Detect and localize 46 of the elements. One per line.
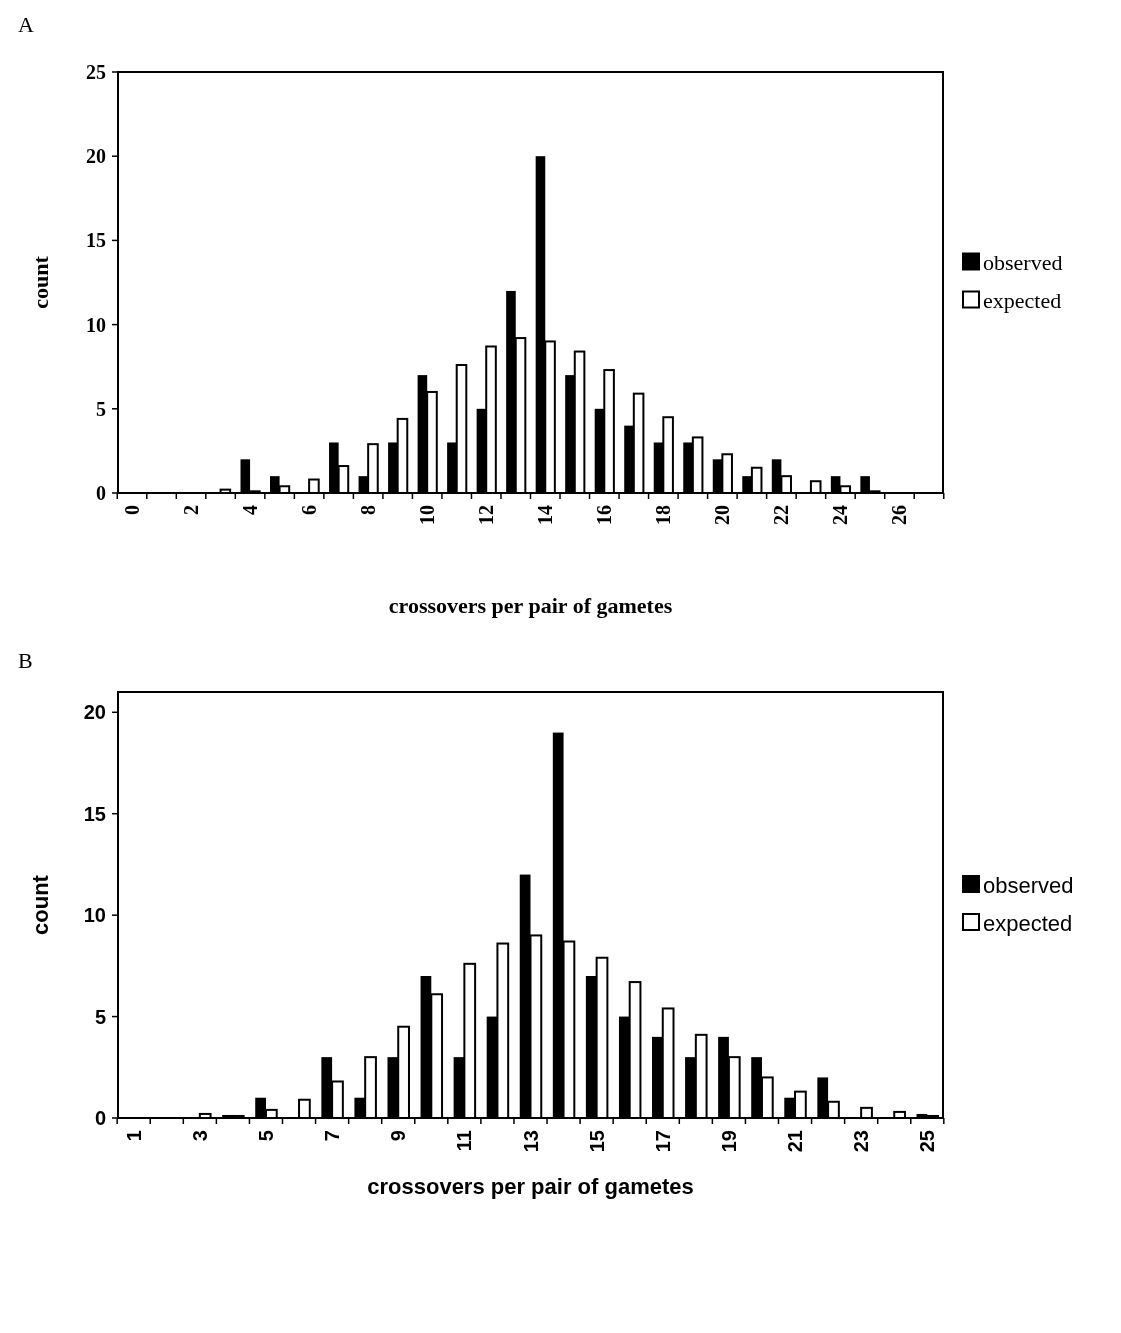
x-tick-label: 25	[916, 1130, 939, 1153]
y-tick-label: 15	[83, 802, 106, 825]
legend-label: observed	[983, 872, 1074, 898]
x-tick-label: 23	[850, 1130, 873, 1153]
legend-label: observed	[983, 250, 1063, 276]
x-tick-label: 17	[651, 1130, 674, 1153]
x-tick-label: 21	[784, 1130, 807, 1153]
y-tick-label: 10	[86, 313, 106, 336]
x-tick-label: 16	[593, 505, 616, 525]
y-tick-label: 5	[96, 397, 106, 420]
x-axis-title: crossovers per pair of gametes	[367, 1174, 694, 1199]
x-tick-label: 11	[453, 1130, 476, 1152]
x-tick-label: 10	[416, 505, 439, 525]
y-tick-label: 5	[94, 1005, 106, 1028]
x-tick-label: 5	[254, 1130, 277, 1142]
x-tick-label: 7	[321, 1130, 344, 1142]
x-tick-label: 3	[188, 1130, 211, 1142]
x-tick-label: 2	[180, 505, 203, 515]
y-tick-label: 15	[86, 229, 106, 252]
x-tick-label: 26	[888, 505, 911, 525]
x-tick-label: 20	[711, 505, 734, 525]
x-tick-label: 24	[829, 505, 852, 525]
x-tick-label: 0	[121, 505, 144, 515]
chart-title: B	[18, 648, 33, 673]
legend-label: expected	[983, 288, 1062, 314]
x-tick-label: 8	[357, 505, 380, 515]
x-tick-label: 1	[122, 1130, 145, 1142]
x-tick-label: 4	[239, 505, 262, 515]
y-tick-label: 20	[86, 145, 106, 168]
x-tick-label: 6	[298, 505, 321, 515]
x-tick-label: 9	[387, 1130, 410, 1142]
y-tick-label: 20	[83, 701, 106, 724]
x-tick-label: 13	[519, 1130, 542, 1153]
y-axis-title: count	[28, 255, 53, 309]
x-tick-label: 22	[770, 505, 793, 525]
x-tick-label: 19	[717, 1130, 740, 1153]
x-axis-title: crossovers per pair of gametes	[388, 593, 673, 618]
y-axis-title: count	[28, 874, 53, 935]
x-tick-label: 14	[534, 505, 557, 525]
y-tick-label: 25	[86, 61, 106, 83]
x-tick-label: 18	[652, 505, 675, 525]
y-tick-label: 10	[83, 904, 106, 927]
x-tick-label: 12	[475, 505, 498, 525]
legend-label: expected	[983, 910, 1073, 936]
x-tick-label: 15	[585, 1130, 608, 1153]
chart-title: A	[18, 12, 34, 37]
